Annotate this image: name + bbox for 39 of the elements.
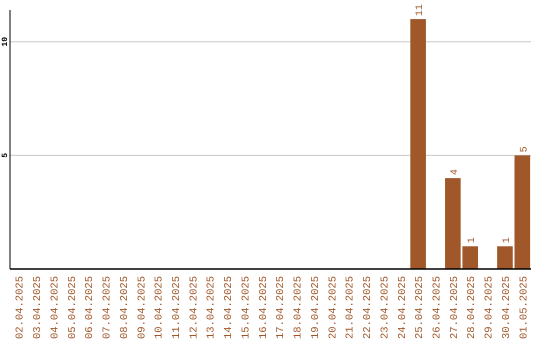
data-label: 4 bbox=[450, 169, 461, 176]
bar bbox=[462, 246, 478, 269]
x-tick-label: 26.04.2025 bbox=[431, 276, 444, 340]
x-tick-label: 25.04.2025 bbox=[414, 276, 426, 340]
x-tick-label: 03.04.2025 bbox=[32, 276, 44, 340]
data-label: 11 bbox=[415, 4, 426, 16]
x-tick-label: 17.04.2025 bbox=[275, 276, 288, 340]
x-tick-label: 05.04.2025 bbox=[66, 276, 79, 340]
x-tick-label: 22.04.2025 bbox=[362, 276, 374, 340]
bar bbox=[410, 19, 426, 269]
x-tick-label: 07.04.2025 bbox=[102, 276, 114, 340]
x-tick-label: 18.04.2025 bbox=[292, 276, 305, 340]
x-tick-label: 12.04.2025 bbox=[188, 276, 200, 340]
x-tick-label: 09.04.2025 bbox=[136, 276, 148, 340]
x-tick-label: 01.05.2025 bbox=[518, 276, 530, 340]
data-label: 1 bbox=[467, 237, 478, 244]
x-tick-label: 10.04.2025 bbox=[154, 276, 166, 340]
x-tick-label: 13.04.2025 bbox=[206, 276, 218, 340]
x-tick-label: 21.04.2025 bbox=[344, 276, 357, 340]
x-tick-label: 20.04.2025 bbox=[327, 276, 340, 340]
x-tick-label: 04.04.2025 bbox=[49, 276, 62, 340]
x-tick-label: 27.04.2025 bbox=[448, 276, 461, 340]
x-tick-label: 19.04.2025 bbox=[310, 276, 322, 340]
y-tick-label: 10 bbox=[1, 36, 10, 47]
bar bbox=[445, 178, 461, 269]
x-tick-label: 29.04.2025 bbox=[484, 276, 496, 340]
x-tick-label: 30.04.2025 bbox=[500, 276, 513, 340]
x-tick-label: 11.04.2025 bbox=[170, 276, 183, 340]
x-tick-label: 14.04.2025 bbox=[223, 276, 236, 340]
x-tick-label: 02.04.2025 bbox=[14, 276, 27, 340]
x-tick-label: 23.04.2025 bbox=[379, 276, 392, 340]
x-tick-label: 28.04.2025 bbox=[466, 276, 478, 340]
x-tick-label: 24.04.2025 bbox=[396, 276, 409, 340]
x-tick-label: 15.04.2025 bbox=[240, 276, 252, 340]
data-label: 1 bbox=[502, 237, 513, 244]
x-tick-label: 08.04.2025 bbox=[118, 276, 131, 340]
data-label: 5 bbox=[519, 146, 530, 152]
x-tick-label: 06.04.2025 bbox=[84, 276, 96, 340]
x-tick-label: 16.04.2025 bbox=[258, 276, 270, 340]
